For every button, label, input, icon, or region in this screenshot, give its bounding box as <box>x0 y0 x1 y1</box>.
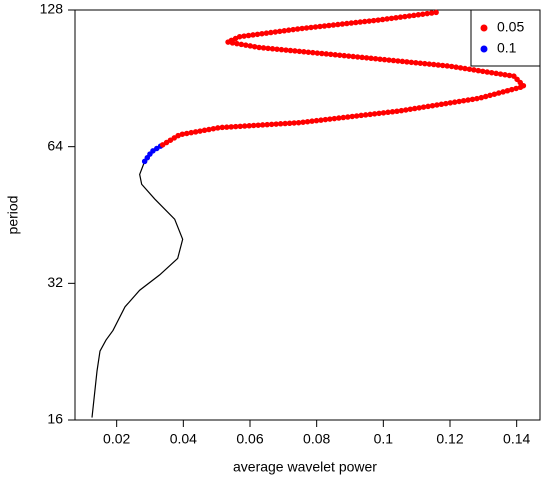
x-tick-label: 0.1 <box>374 431 394 447</box>
x-axis-label: average wavelet power <box>233 459 377 475</box>
significant-points <box>159 9 530 148</box>
y-tick-label: 64 <box>47 137 63 153</box>
y-tick-label: 32 <box>47 274 63 290</box>
x-tick-label: 0.04 <box>170 431 197 447</box>
legend-label: 0.05 <box>497 19 524 35</box>
legend-label: 0.1 <box>497 40 517 56</box>
legend-marker <box>480 24 488 32</box>
plot-frame <box>74 9 541 421</box>
x-tick-label: 0.12 <box>436 431 463 447</box>
y-tick-label: 16 <box>47 411 63 427</box>
significant-points <box>141 142 166 165</box>
y-tick-label: 128 <box>40 1 64 17</box>
legend-marker <box>480 45 488 53</box>
x-tick-label: 0.06 <box>236 431 263 447</box>
legend-box <box>470 9 541 67</box>
power-line <box>91 161 184 418</box>
x-tick-label: 0.08 <box>303 431 330 447</box>
y-axis-label: period <box>5 196 21 235</box>
x-tick-label: 0.02 <box>103 431 130 447</box>
x-tick-label: 0.14 <box>503 431 530 447</box>
